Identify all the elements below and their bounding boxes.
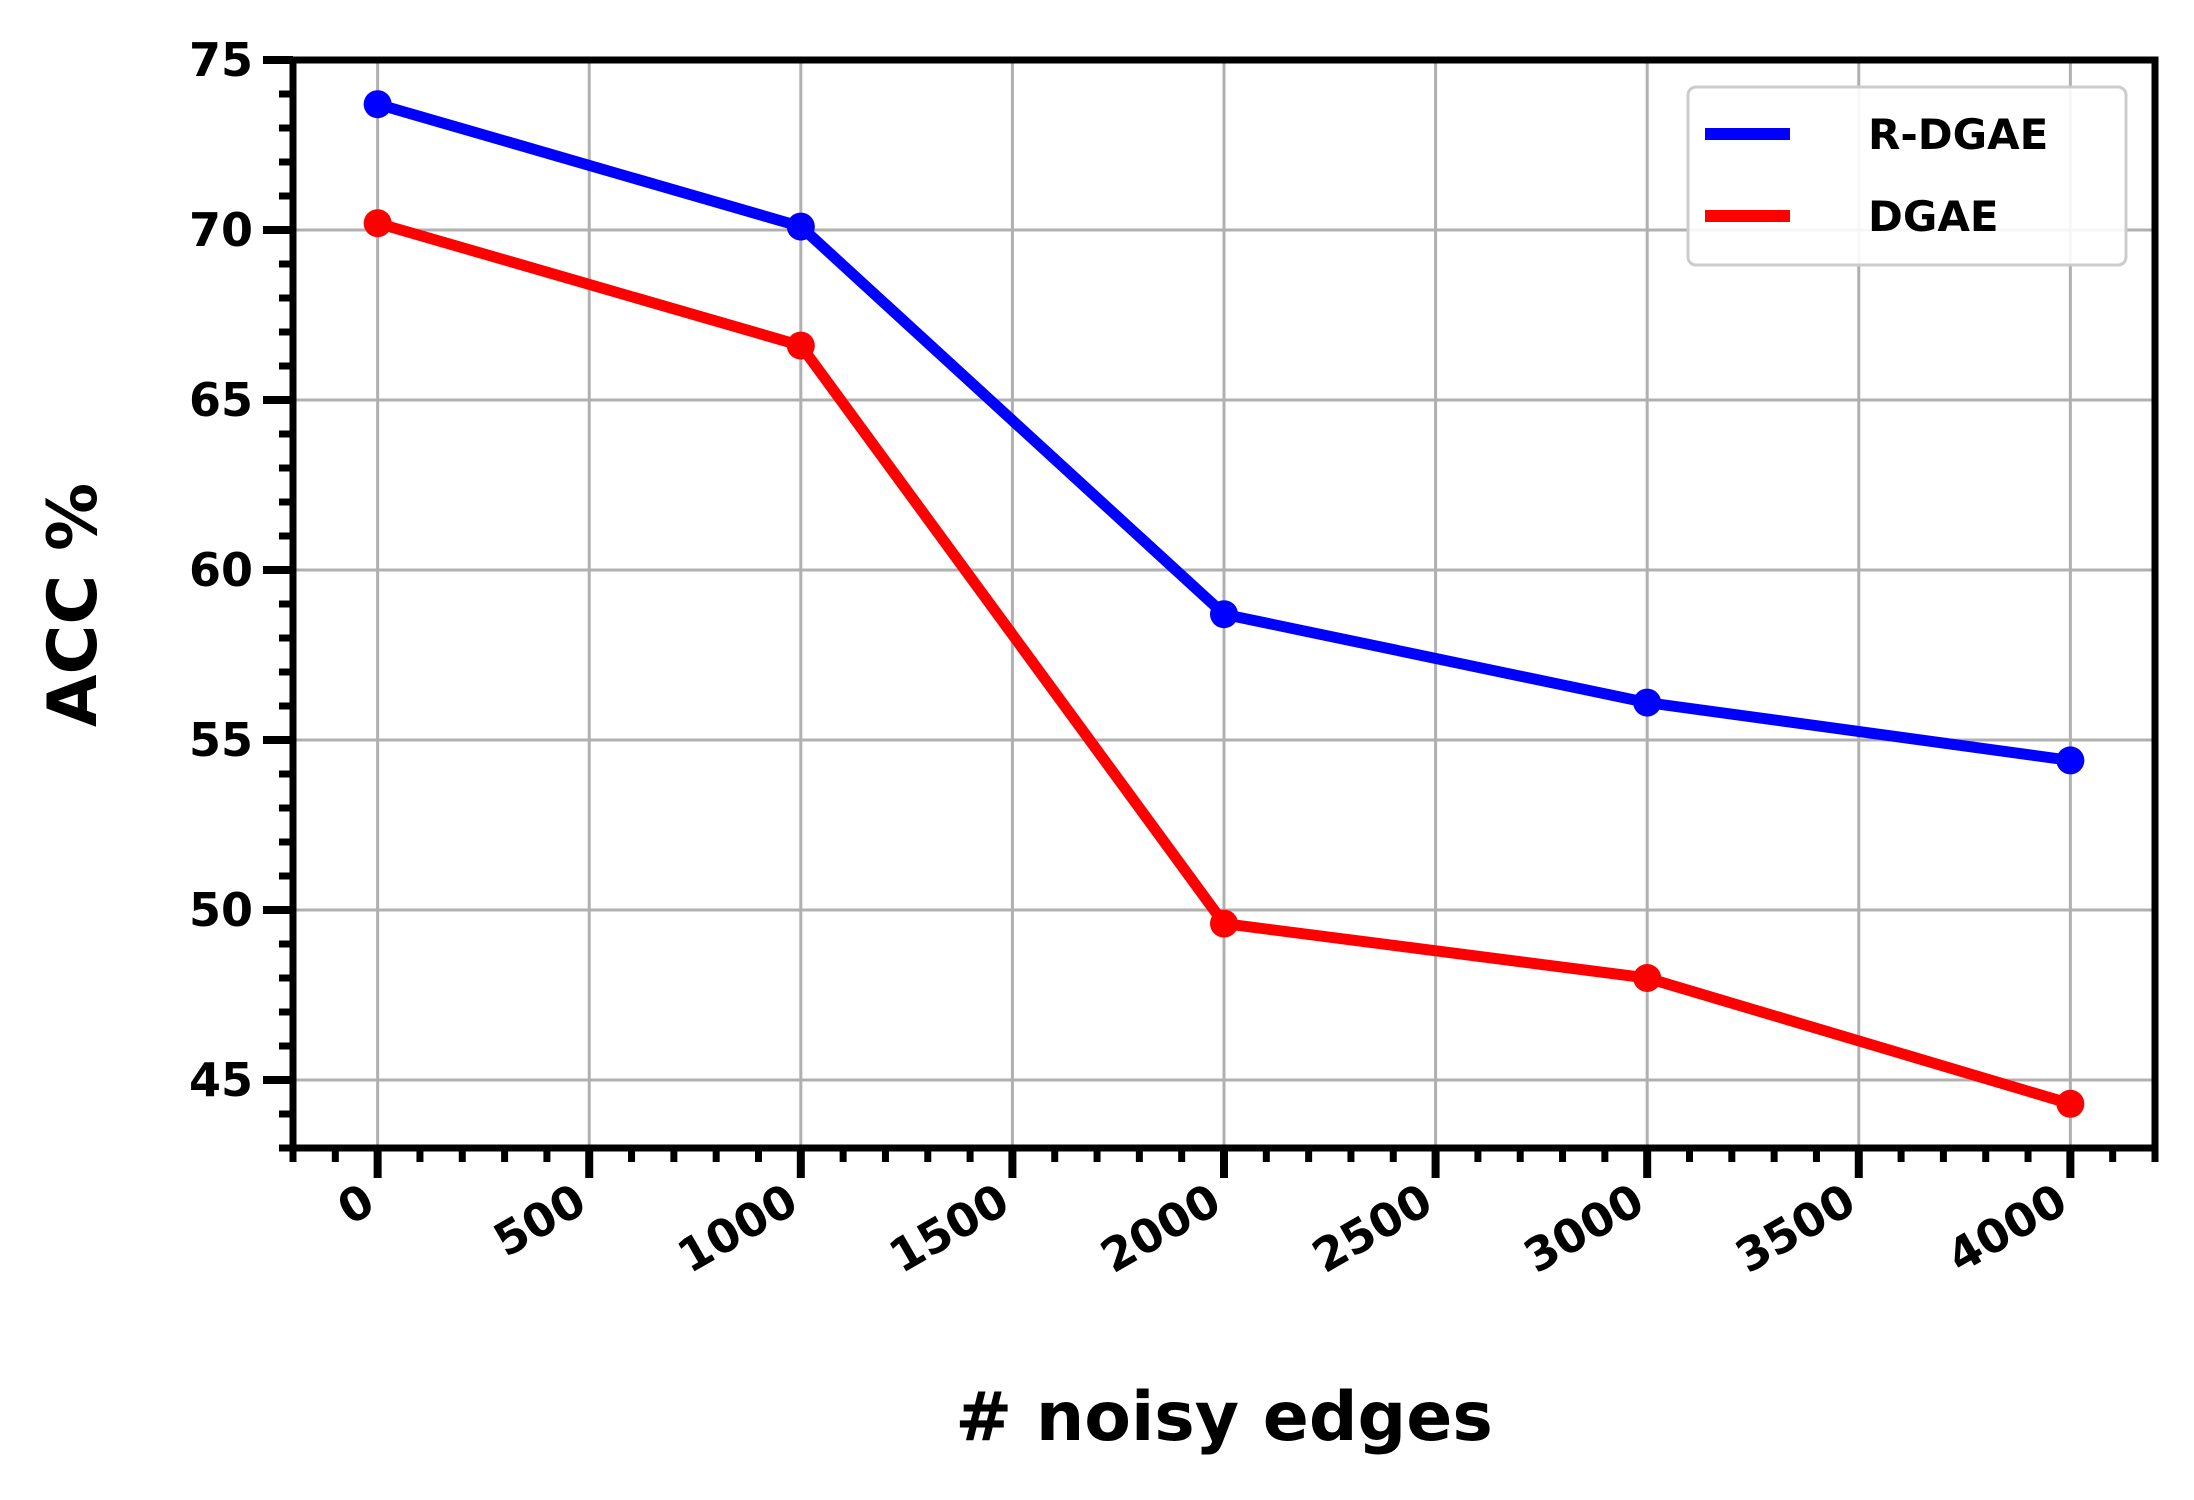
data-point-r-dgae [786,212,815,241]
x-axis-label: # noisy edges [955,1378,1493,1457]
data-point-r-dgae [1210,600,1238,629]
legend-label-r-dgae: R-DGAE [1868,110,2048,159]
data-point-dgae [1210,909,1238,938]
plot-frame [289,56,2159,1152]
data-point-dgae [2056,1089,2085,1118]
y-tick-label: 65 [189,373,253,427]
y-tick-label: 55 [189,713,253,767]
y-tick-label: 50 [189,883,253,937]
y-tick-labels: 45 50 55 60 65 70 75 [189,33,253,1107]
series-lines [363,90,2085,1118]
data-point-dgae [1633,964,1662,992]
major-ticks [263,56,2075,1178]
y-tick-label: 75 [189,33,253,87]
legend: R-DGAE DGAE [1686,85,2128,267]
data-point-r-dgae [363,90,392,119]
data-point-r-dgae [2056,746,2085,775]
data-point-dgae [363,209,392,238]
legend-label-dgae: DGAE [1868,192,1999,241]
minor-ticks [279,90,2159,1162]
data-point-dgae [786,331,815,360]
legend-box [1686,85,2128,267]
y-tick-label: 60 [189,543,253,597]
y-axis-label: ACC % [34,483,113,727]
data-point-r-dgae [1633,688,1662,717]
y-tick-label: 70 [189,203,253,257]
y-tick-label: 45 [189,1053,253,1107]
